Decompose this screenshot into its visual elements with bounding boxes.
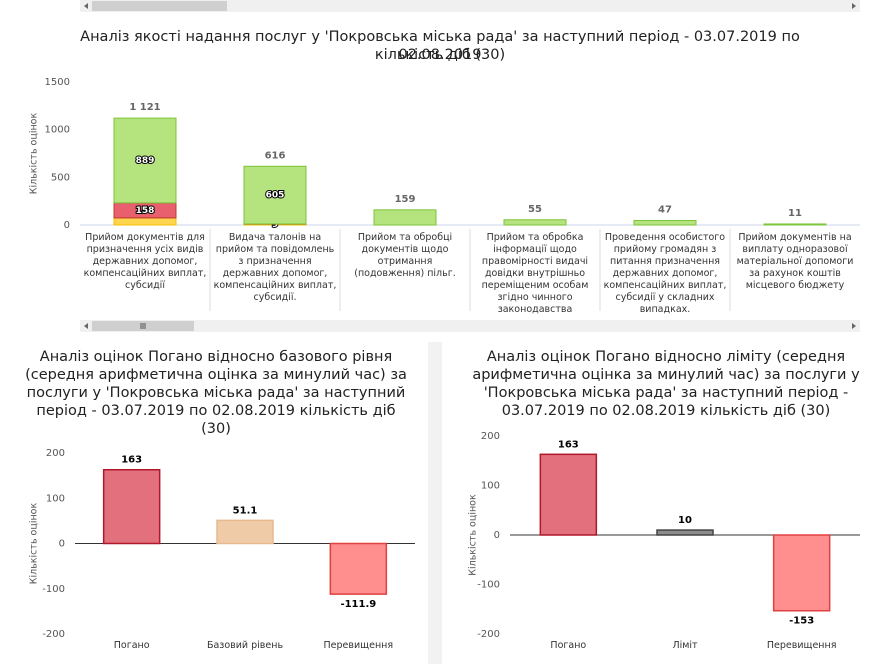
x-tick-label: Проведення особистого прийому громадян з…	[603, 232, 727, 315]
bar-segment	[633, 220, 697, 226]
total-label: 616	[265, 150, 286, 161]
y-tick-label: 200	[46, 448, 65, 459]
y-tick-label: 1500	[45, 77, 70, 88]
x-tick-label: Базовий рівень	[206, 640, 284, 651]
value-label: 10	[678, 515, 692, 526]
bar-segment	[503, 219, 567, 226]
segment-label: 889	[136, 156, 155, 166]
x-tick-label: Прийом та обробка інформації щодо правом…	[481, 232, 589, 315]
y-tick-label: 500	[51, 172, 70, 183]
segment-label: 605	[266, 191, 285, 201]
x-tick-label: Прийом документів на виплату одноразової…	[736, 232, 854, 291]
y-tick-label: 0	[64, 220, 70, 231]
segment-label: 158	[136, 206, 155, 216]
y-tick-label: -200	[477, 629, 500, 640]
bar	[539, 453, 598, 536]
x-tick-label: Погано	[550, 640, 587, 651]
x-tick-label: Перевищення	[323, 640, 394, 651]
bar-segment	[113, 117, 177, 204]
bar	[216, 519, 274, 545]
y-tick-label: 0	[494, 530, 500, 541]
chart-subtitle: кількість діб (30)	[374, 47, 506, 63]
total-label: 11	[788, 208, 802, 219]
x-tick-label: Перевищення	[766, 640, 837, 651]
y-axis-label: Кількість оцінок	[29, 113, 40, 195]
y-axis-label: Кількість оцінок	[468, 494, 479, 576]
value-label: -153	[789, 616, 814, 627]
y-tick-label: -100	[42, 584, 65, 595]
total-label: 159	[395, 194, 416, 205]
bar-segment	[113, 217, 177, 226]
y-tick-label: 1000	[45, 125, 70, 136]
bar	[656, 529, 714, 536]
chart-title: Аналіз оцінок Погано відносно базового р…	[25, 349, 407, 437]
x-tick-label: Погано	[113, 640, 150, 651]
bar-segment	[243, 165, 307, 225]
bar-segment	[373, 209, 437, 226]
value-label: -111.9	[340, 599, 376, 610]
total-label: 55	[528, 204, 542, 215]
y-axis-label: Кількість оцінок	[29, 503, 40, 585]
x-tick-label: Прийом та обробці документів щодо отрима…	[354, 232, 456, 279]
value-label: 163	[558, 439, 579, 450]
bar-segment	[763, 223, 827, 226]
bar	[102, 468, 161, 545]
y-tick-label: 200	[481, 431, 500, 442]
value-label: 51.1	[233, 505, 258, 516]
bottom-scrollbar[interactable]	[80, 320, 860, 332]
panel-divider	[428, 342, 442, 664]
segment-label: 9	[272, 220, 278, 230]
total-label: 47	[658, 205, 672, 216]
value-label: 163	[121, 455, 142, 466]
y-tick-label: -200	[42, 629, 65, 640]
x-tick-label: Ліміт	[672, 640, 698, 651]
y-tick-label: -100	[477, 580, 500, 591]
chart-title: Аналіз якості надання послуг у 'Покровсь…	[80, 29, 800, 63]
top-scrollbar[interactable]	[80, 0, 860, 12]
y-tick-label: 100	[46, 493, 65, 504]
y-tick-label: 100	[481, 481, 500, 492]
y-tick-label: 0	[59, 539, 65, 550]
bar	[329, 542, 388, 595]
chart-title: Аналіз оцінок Погано відносно ліміту (се…	[472, 349, 860, 419]
x-tick-label: Прийом документів для призначення усіх в…	[83, 232, 207, 291]
bar	[772, 534, 831, 612]
x-tick-label: Видача талонів на прийом та повідомлень …	[213, 232, 337, 303]
total-label: 1 121	[129, 102, 160, 113]
